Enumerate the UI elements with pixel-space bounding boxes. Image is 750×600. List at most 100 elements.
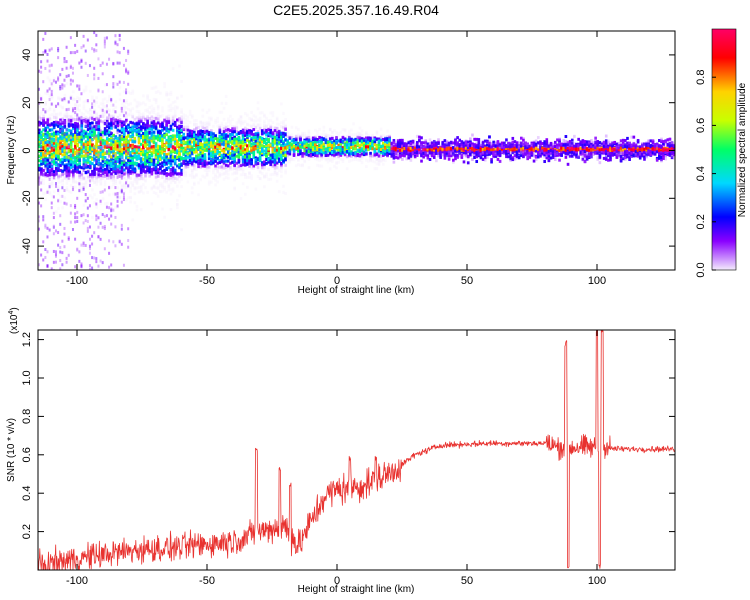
- spectrogram-cell: [48, 156, 51, 160]
- spectrogram-cell: [48, 79, 52, 83]
- spectrogram-cell: [52, 170, 56, 174]
- spectrogram-cell: [116, 82, 119, 86]
- spectrogram-cell: [248, 154, 251, 158]
- spectrogram-cell: [286, 156, 290, 160]
- spectrogram-cell: [48, 161, 52, 165]
- spectrogram-cell: [74, 166, 77, 170]
- spectrogram-cell: [105, 167, 109, 171]
- spectrogram-cell: [122, 112, 126, 116]
- spectrogram-cell: [118, 181, 122, 185]
- spectrogram-cell: [127, 107, 130, 111]
- spectrogram-cell: [318, 151, 321, 155]
- spectrogram-cell: [190, 132, 194, 136]
- spectrogram-cell: [280, 150, 283, 154]
- spectrogram-cell: [59, 125, 62, 129]
- spectrogram-cell: [78, 84, 81, 88]
- spectrogram-cell: [110, 120, 113, 124]
- spectrogram-cell: [76, 108, 79, 112]
- spectrogram-cell: [42, 158, 45, 162]
- spectrogram-cell: [207, 116, 211, 120]
- spectrogram-cell: [74, 134, 77, 138]
- spectrogram-cell: [122, 127, 126, 131]
- spectrogram-cell: [148, 167, 152, 171]
- spectrogram-cell: [105, 164, 109, 168]
- spectrogram-cell: [171, 187, 175, 191]
- spectrogram-cell: [299, 134, 302, 138]
- spectrogram-cell: [116, 155, 120, 159]
- spectrogram-cell: [103, 158, 106, 162]
- spectrogram-cell: [218, 172, 222, 176]
- spectrogram-cell: [139, 133, 143, 137]
- spectrogram-cell: [184, 141, 188, 145]
- spectrogram-cell: [205, 173, 209, 177]
- spectrogram-cell: [97, 153, 100, 157]
- spectrogram-cell: [48, 106, 52, 110]
- spectrogram-cell: [101, 261, 104, 265]
- spectrogram-cell: [82, 150, 86, 154]
- spectrogram-cell: [139, 170, 143, 174]
- spectrogram-cell: [129, 109, 132, 113]
- spectrogram-cell: [303, 141, 307, 145]
- spectrogram-cell: [254, 135, 258, 139]
- spectrogram-cell: [67, 178, 71, 182]
- spectrogram-cell: [50, 194, 54, 198]
- spectrogram-cell: [205, 166, 209, 170]
- spectrogram-cell: [297, 133, 300, 137]
- spectrogram-cell: [129, 176, 132, 180]
- spectrogram-cell: [229, 165, 232, 169]
- spectrogram-cell: [180, 143, 183, 147]
- spectrogram-cell: [133, 186, 137, 190]
- spectrogram-cell: [103, 112, 107, 116]
- spectrogram-cell: [103, 173, 107, 177]
- spectrogram-cell: [67, 136, 71, 140]
- spectrogram-cell: [65, 185, 69, 189]
- spectrogram-cell: [80, 126, 84, 130]
- spectrogram-cell: [212, 143, 215, 147]
- spectrogram-cell: [190, 115, 194, 119]
- spectrogram-cell: [139, 177, 143, 181]
- spectrogram-cell: [80, 115, 83, 119]
- spectrogram-cell: [152, 186, 156, 190]
- spectrogram-cell: [161, 169, 164, 173]
- spectrogram-cell: [190, 169, 194, 173]
- spectrogram-cell: [84, 88, 88, 92]
- spectrogram-cell: [99, 237, 102, 241]
- spectrogram-cell: [159, 184, 162, 188]
- spectrogram-cell: [112, 177, 115, 181]
- spectrogram-cell: [88, 126, 92, 130]
- spectrogram-cell: [231, 160, 234, 164]
- spectrogram-cell: [57, 243, 60, 247]
- spectrogram-cell: [118, 170, 122, 174]
- spectrogram-cell: [110, 135, 113, 139]
- spectrogram-cell: [237, 165, 241, 169]
- spectrogram-cell: [286, 135, 290, 139]
- spectrogram-cell: [173, 157, 177, 161]
- spectrogram-cell: [292, 149, 296, 153]
- spectrogram-cell: [80, 166, 84, 170]
- spectrogram-cell: [165, 138, 169, 142]
- spectrogram-cell: [46, 52, 49, 56]
- spectrogram-cell: [220, 155, 224, 159]
- spectrogram-cell: [176, 142, 179, 146]
- spectrogram-cell: [86, 175, 90, 179]
- spectrogram-cell: [110, 114, 113, 118]
- spectrogram-cell: [112, 118, 115, 122]
- spectrogram-cell: [180, 108, 183, 112]
- spectrogram-cell: [201, 164, 205, 168]
- spectrogram-cell: [101, 168, 105, 172]
- spectrogram-cell: [169, 109, 173, 113]
- spectrogram-cell: [57, 178, 60, 182]
- spectrogram-cell: [214, 183, 217, 187]
- spectrogram-cell: [241, 140, 245, 144]
- spectrogram-cell: [42, 147, 45, 151]
- spectrogram-cell: [184, 117, 188, 121]
- spectrogram-cell: [99, 177, 103, 181]
- spectrogram-cell: [50, 163, 53, 167]
- spectrogram-cell: [263, 129, 266, 133]
- spectrogram-cell: [161, 171, 164, 175]
- spectrogram-cell: [305, 145, 309, 149]
- spectrogram-cell: [235, 140, 239, 144]
- spectrogram-cell: [212, 124, 215, 128]
- spectrogram-cell: [161, 161, 164, 165]
- spectrogram-cell: [108, 57, 111, 61]
